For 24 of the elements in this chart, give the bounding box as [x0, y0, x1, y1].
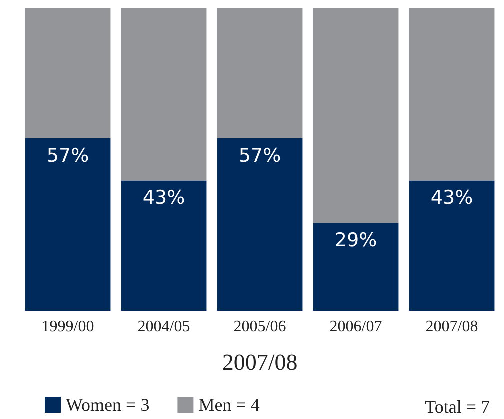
- text: Total = 7: [425, 397, 490, 417]
- data-label: 43%: [430, 187, 474, 210]
- data-label: 57%: [238, 144, 282, 167]
- bar: [217, 8, 303, 138]
- data-label: 29%: [334, 230, 378, 252]
- legend-label: Women = 3: [66, 395, 150, 415]
- bar: [409, 180, 495, 311]
- legend-label: Men = 4: [198, 395, 260, 415]
- x-tick-label: 2005/06: [234, 318, 286, 336]
- x-axis-title: 2007/08: [222, 350, 298, 375]
- x-tick-label: 1999/00: [42, 318, 94, 336]
- data-label: 57%: [46, 144, 90, 167]
- data-label: 43%: [142, 187, 186, 210]
- bar: [217, 138, 303, 311]
- x-tick-label: 2006/07: [330, 318, 382, 336]
- x-tick-label: 2007/08: [426, 318, 478, 336]
- bar: [25, 8, 111, 138]
- bar: [121, 8, 207, 181]
- x-tick-label: 2004/05: [138, 318, 190, 336]
- bar: [121, 180, 207, 311]
- bar: [25, 138, 111, 311]
- bar: [313, 223, 399, 311]
- bar: [409, 8, 495, 181]
- bar: [313, 8, 399, 224]
